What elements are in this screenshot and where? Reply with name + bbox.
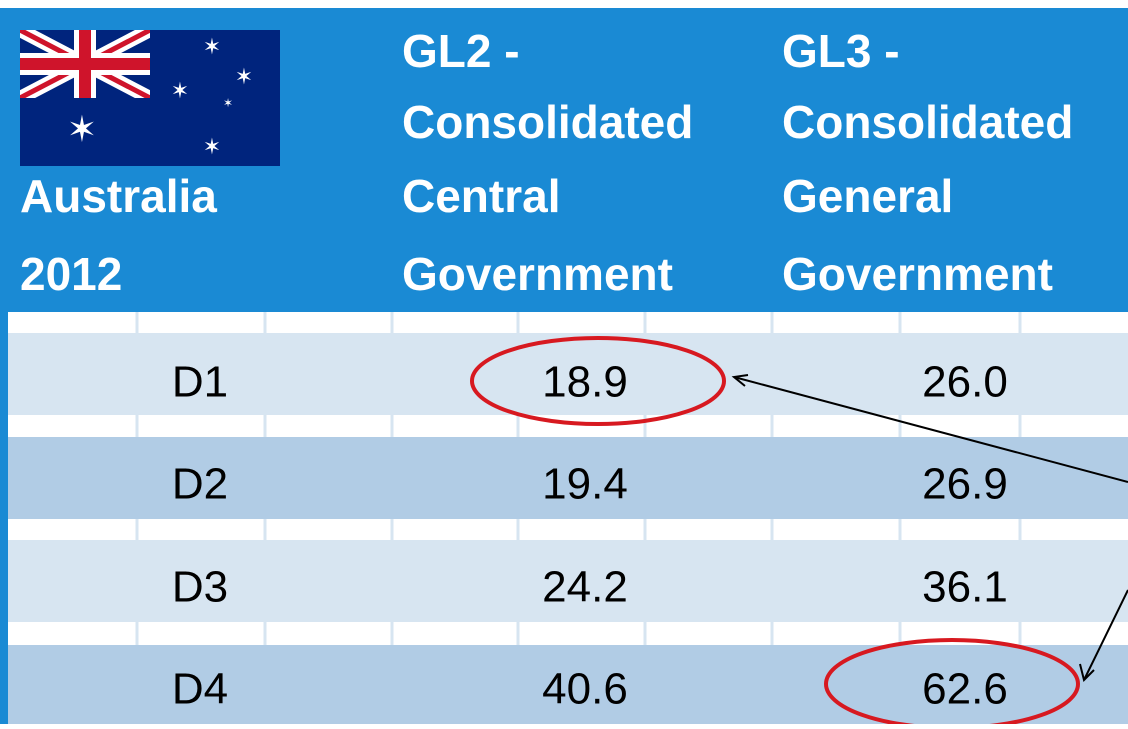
cell: 36.1 [922, 563, 1008, 612]
header: Australia 2012 GL2 - Consolidated Central Gov… [20, 25, 1073, 300]
cell: D2 [172, 460, 228, 509]
header-cell: Consolidated [782, 96, 1073, 148]
cell: D3 [172, 563, 228, 612]
svg-text:✶: ✶ [203, 34, 221, 59]
header-cell: Government [782, 248, 1053, 300]
cell: 19.4 [542, 460, 628, 509]
cell: 26.0 [922, 358, 1008, 407]
cell: 24.2 [542, 563, 628, 612]
svg-text:✶: ✶ [203, 134, 221, 159]
header-cell: GL2 - [402, 25, 520, 77]
svg-text:✶: ✶ [67, 109, 97, 150]
svg-text:✶: ✶ [223, 96, 233, 110]
svg-text:✶: ✶ [171, 78, 189, 103]
cell: D1 [172, 358, 228, 407]
highlight-ellipse [470, 336, 726, 426]
header-cell: Government [402, 248, 673, 300]
rows [8, 333, 1128, 724]
header-cell: Consolidated [402, 96, 693, 148]
cell-dividers [135, 312, 1022, 645]
cell: 40.6 [542, 665, 628, 714]
row-bg [8, 540, 1128, 622]
table-body: D1 18.9 26.0 D2 19.4 26.9 D3 24.2 36.1 D4 40.6 62.6 [172, 358, 1008, 714]
arrow-head [731, 374, 1095, 682]
header-cell: General [782, 170, 953, 222]
cell: 18.9 [542, 358, 628, 407]
cell: 62.6 [922, 665, 1008, 714]
left-border [0, 8, 8, 724]
row-bg [8, 437, 1128, 519]
header-cell: Australia [20, 170, 217, 222]
svg-text:✶: ✶ [235, 64, 253, 89]
row-bg [8, 333, 1128, 415]
flag: ✶ ✶✶ ✶✶ ✶ [20, 30, 280, 166]
cell: 26.9 [922, 460, 1008, 509]
row-bg [8, 645, 1128, 724]
annotations [470, 336, 1128, 729]
header-cell: GL3 - [782, 25, 900, 77]
cell: D4 [172, 665, 228, 714]
arrow-line [733, 376, 1128, 681]
header-cell: Central [402, 170, 560, 222]
header-cell: 2012 [20, 248, 122, 300]
